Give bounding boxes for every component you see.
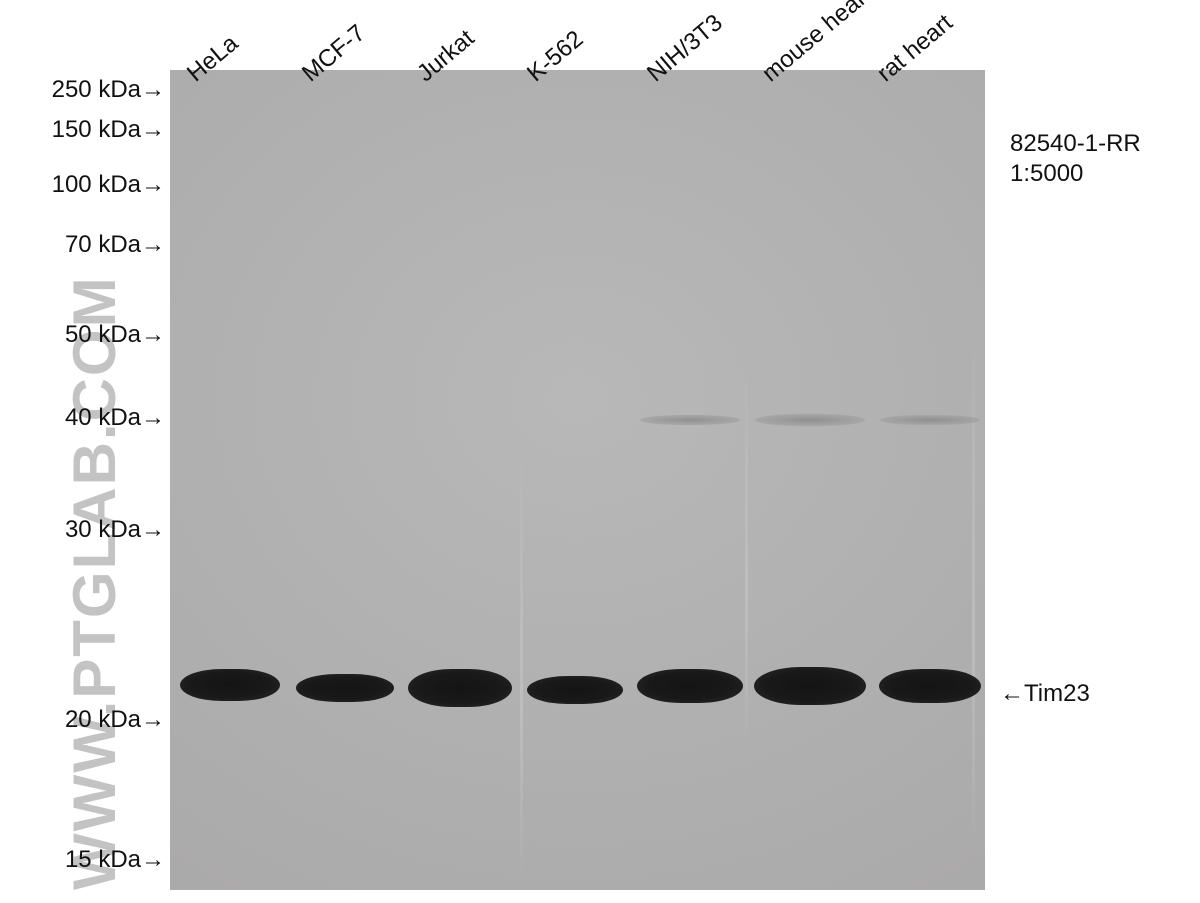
- band: [637, 669, 743, 703]
- ladder-mark: 20 kDa→: [0, 706, 165, 734]
- blot-membrane: [170, 70, 985, 890]
- band: [879, 669, 981, 703]
- ladder-mark: 100 kDa→: [0, 171, 165, 199]
- streak: [520, 450, 523, 880]
- band: [180, 669, 280, 701]
- ladder-mark: 30 kDa→: [0, 516, 165, 544]
- antibody-catalog: 82540-1-RR: [1010, 130, 1141, 158]
- ladder-mark: 150 kDa→: [0, 116, 165, 144]
- band: [408, 669, 512, 707]
- blot-gradient: [170, 70, 985, 890]
- antibody-dilution: 1:5000: [1010, 160, 1083, 188]
- faint-band: [755, 414, 865, 426]
- figure-container: WWW.PTGLAB.COM 250 kDa→ 150 kDa→ 100 kDa→ 7…: [0, 0, 1200, 903]
- band: [754, 667, 866, 705]
- band: [527, 676, 623, 704]
- ladder-mark: 50 kDa→: [0, 321, 165, 349]
- band: [296, 674, 394, 702]
- streak: [972, 330, 975, 850]
- ladder-mark: 15 kDa→: [0, 846, 165, 874]
- watermark-text: WWW.PTGLAB.COM: [60, 275, 129, 890]
- faint-band: [640, 415, 740, 425]
- faint-band: [880, 415, 980, 425]
- ladder-mark: 70 kDa→: [0, 231, 165, 259]
- ladder-mark: 40 kDa→: [0, 404, 165, 432]
- target-band-label: ←Tim23: [1000, 680, 1090, 708]
- ladder-mark: 250 kDa→: [0, 76, 165, 104]
- streak: [745, 370, 748, 750]
